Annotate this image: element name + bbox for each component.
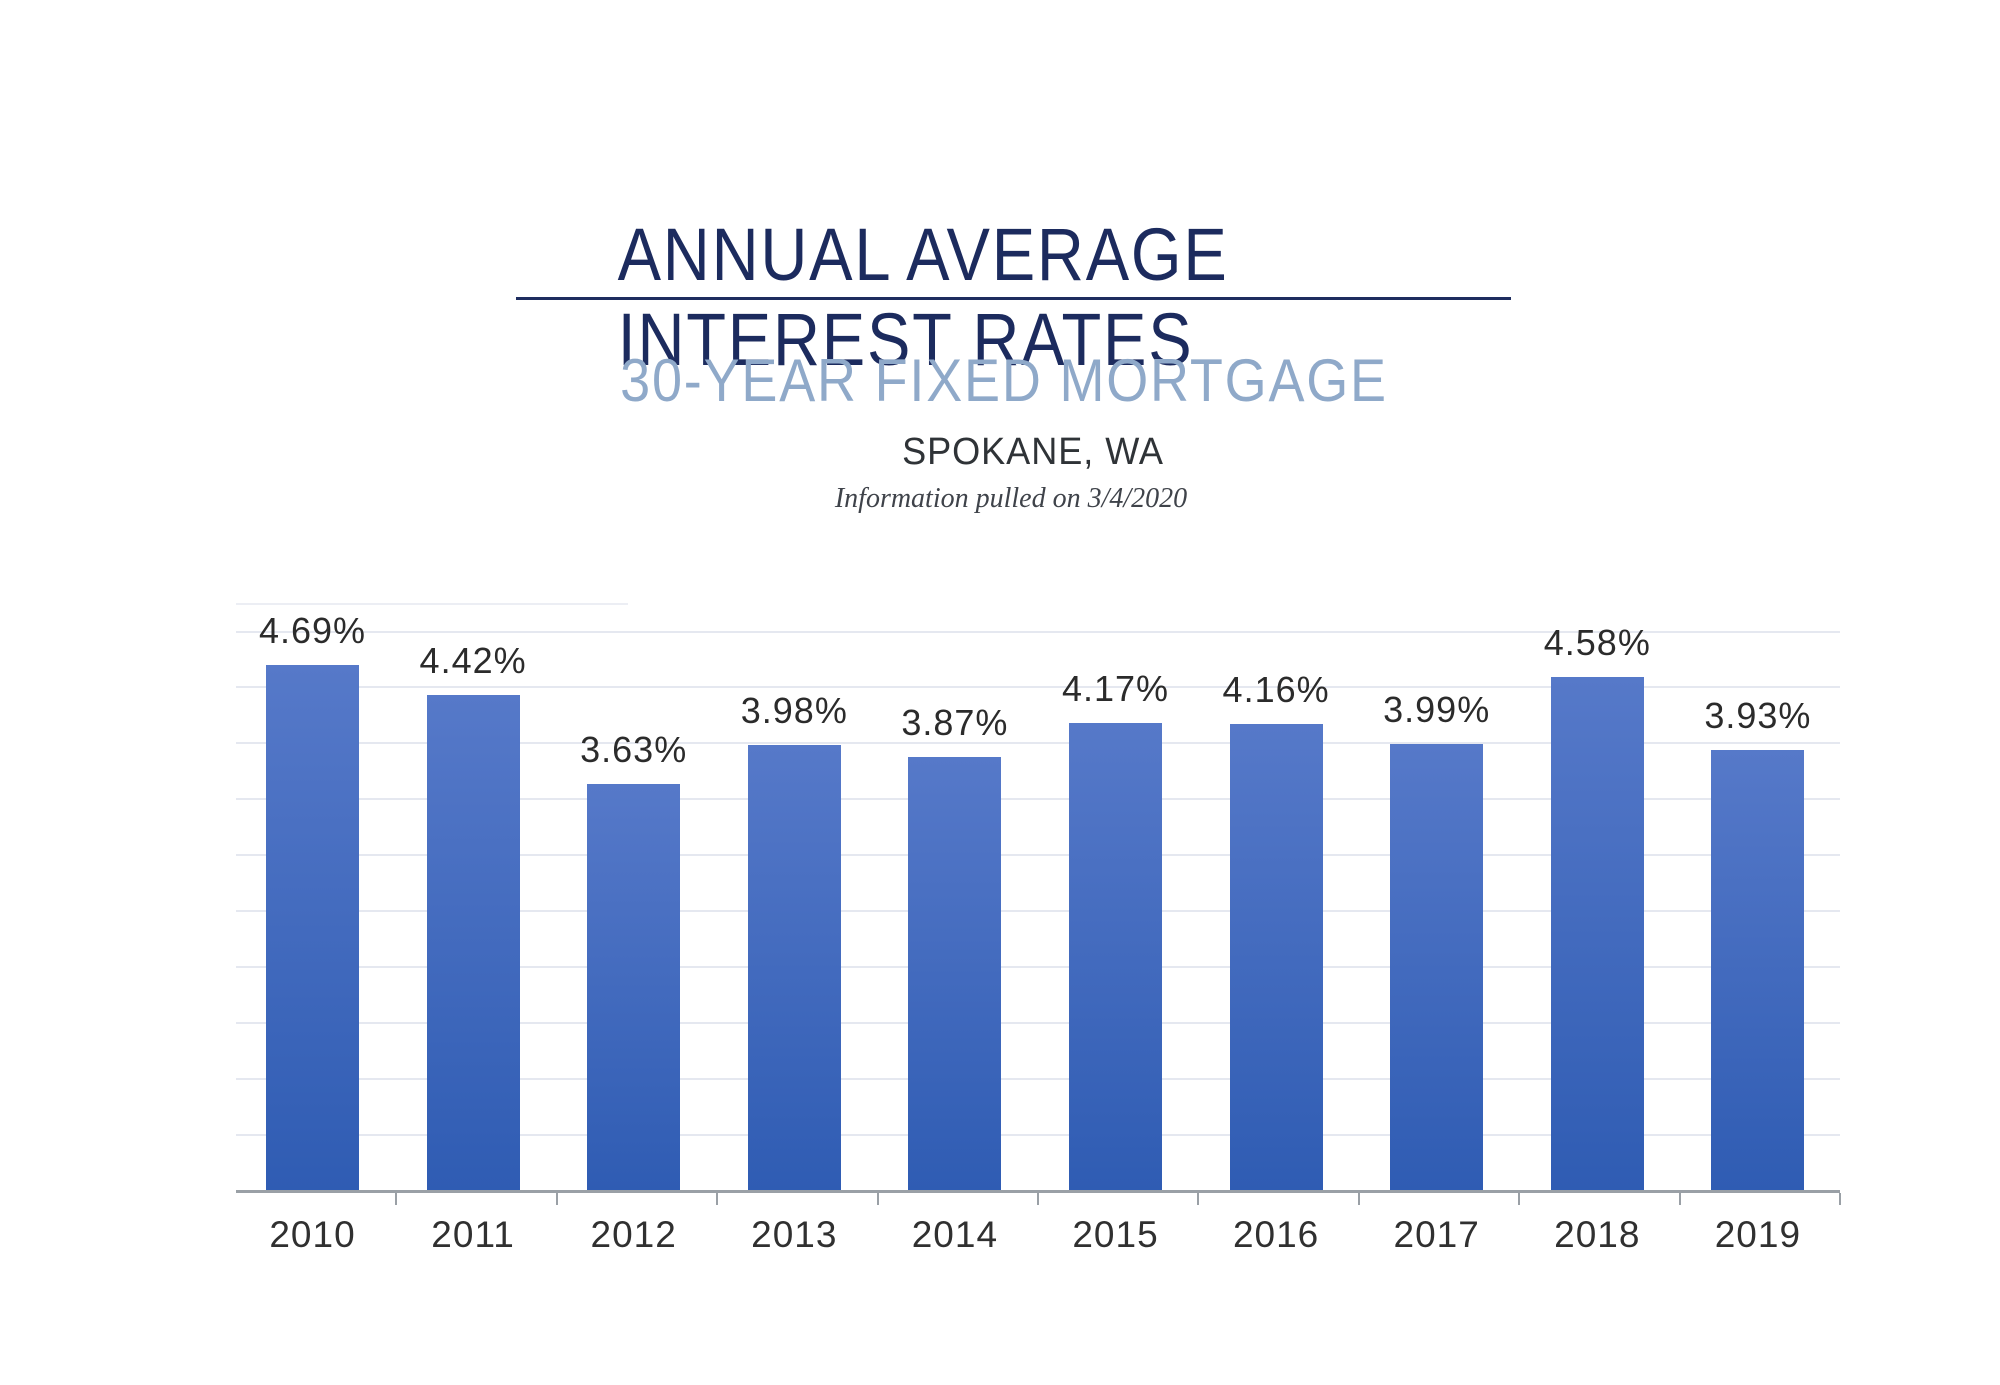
gridline bbox=[236, 630, 1840, 633]
bar-2011 bbox=[426, 695, 520, 1190]
partial-top-gridline bbox=[236, 603, 628, 605]
bar-2010 bbox=[266, 665, 359, 1190]
x-axis-tick bbox=[1678, 1193, 1681, 1205]
x-tick-label-2014: 2014 bbox=[911, 1214, 999, 1255]
bar-value-label-2018: 4.58% bbox=[1543, 622, 1651, 664]
bar-2017 bbox=[1390, 743, 1484, 1190]
bar-value-label-2010: 4.69% bbox=[258, 610, 367, 652]
x-axis-tick bbox=[1839, 1193, 1841, 1205]
gridline bbox=[236, 910, 1840, 913]
title-underline-rule bbox=[516, 297, 1511, 300]
x-tick-label-2016: 2016 bbox=[1232, 1214, 1320, 1255]
x-tick-label-2010: 2010 bbox=[269, 1214, 356, 1255]
x-axis-tick bbox=[1197, 1193, 1200, 1205]
x-axis-tick bbox=[876, 1193, 879, 1205]
x-tick-label-2015: 2015 bbox=[1072, 1214, 1159, 1255]
page-title: ANNUAL AVERAGE INTEREST RATES bbox=[617, 213, 1229, 381]
gridline bbox=[236, 1134, 1840, 1137]
bar-value-label-2015: 4.17% bbox=[1061, 668, 1170, 710]
gridline bbox=[236, 742, 1840, 745]
gridline bbox=[236, 798, 1840, 801]
bar-2013 bbox=[747, 744, 841, 1190]
bar-value-label-2016: 4.16% bbox=[1222, 669, 1330, 711]
gridline bbox=[236, 1078, 1840, 1081]
bar-2015 bbox=[1069, 723, 1162, 1190]
x-axis-tick bbox=[716, 1193, 719, 1205]
bar-2012 bbox=[587, 783, 681, 1190]
x-axis-tick bbox=[1037, 1193, 1039, 1205]
chart-subtitle: 30-YEAR FIXED MORTGAGE bbox=[620, 347, 1388, 414]
x-axis-line bbox=[236, 1190, 1840, 1193]
gridline bbox=[236, 1022, 1840, 1025]
bar-value-label-2017: 3.99% bbox=[1383, 688, 1491, 730]
gridline bbox=[236, 854, 1840, 857]
x-tick-label-2013: 2013 bbox=[751, 1214, 838, 1255]
bar-value-label-2012: 3.63% bbox=[580, 728, 688, 770]
bar-2016 bbox=[1229, 724, 1323, 1190]
gridline bbox=[236, 966, 1840, 969]
bar-value-label-2013: 3.98% bbox=[740, 689, 848, 731]
x-tick-label-2017: 2017 bbox=[1393, 1214, 1480, 1255]
x-tick-label-2018: 2018 bbox=[1554, 1214, 1641, 1255]
bar-2018 bbox=[1550, 677, 1644, 1190]
location-label: SPOKANE, WA bbox=[902, 431, 1164, 473]
x-axis-tick bbox=[1357, 1193, 1360, 1205]
x-axis-tick bbox=[1518, 1193, 1521, 1205]
x-axis-tick bbox=[555, 1193, 558, 1205]
bar-2019 bbox=[1711, 750, 1805, 1190]
bar-2014 bbox=[908, 756, 1002, 1190]
data-pulled-note: Information pulled on 3/4/2020 bbox=[834, 483, 1188, 514]
x-tick-label-2019: 2019 bbox=[1714, 1214, 1802, 1255]
gridline bbox=[236, 686, 1840, 689]
x-axis-tick bbox=[395, 1193, 398, 1205]
bar-value-label-2019: 3.93% bbox=[1704, 695, 1812, 737]
bar-value-label-2011: 4.42% bbox=[419, 640, 527, 682]
x-tick-label-2012: 2012 bbox=[590, 1214, 677, 1255]
x-tick-label-2011: 2011 bbox=[431, 1214, 515, 1255]
bar-value-label-2014: 3.87% bbox=[901, 701, 1009, 743]
